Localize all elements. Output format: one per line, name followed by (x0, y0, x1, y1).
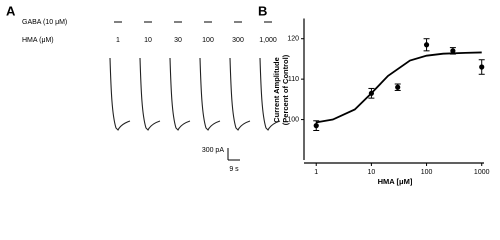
scale-current: 300 pA (202, 147, 225, 154)
scale-time: 9 s (229, 166, 239, 173)
current-trace (259, 57, 281, 131)
data-point (313, 123, 319, 129)
current-trace (169, 57, 191, 131)
current-trace (229, 57, 251, 131)
concentration-label: 1 (116, 37, 120, 44)
hma-label: HMA (μM) (22, 37, 54, 44)
y-tick-label: 120 (287, 36, 299, 43)
concentration-label: 30 (174, 37, 182, 44)
concentration-label: 100 (202, 37, 214, 44)
current-trace (199, 57, 221, 131)
concentration-label: 1,000 (259, 37, 277, 44)
data-point (479, 64, 485, 70)
fit-curve (316, 51, 482, 124)
figure: A GABA (10 μM) HMA (μM) 300 pA 9 s B HMA… (0, 0, 500, 188)
x-axis-label: HMA [μM] (378, 177, 413, 186)
y-tick-label: 110 (288, 76, 299, 83)
x-tick-label: 10 (367, 169, 375, 176)
x-tick-label: 1 (314, 169, 318, 176)
y-axis-label: Current Amplitude (Percent of Control) (272, 54, 290, 125)
y-axis-label-line: (Percent of Control) (281, 54, 290, 125)
panel-label: B (258, 3, 267, 18)
current-trace (109, 57, 131, 131)
panel-label: A (6, 3, 16, 18)
data-point (368, 90, 374, 96)
data-point (423, 42, 430, 48)
current-trace (139, 57, 161, 131)
x-tick-label: 1000 (474, 169, 490, 176)
gaba-label: GABA (10 μM) (22, 19, 67, 26)
data-point (395, 84, 401, 90)
background (0, 0, 500, 188)
data-point (450, 48, 456, 54)
concentration-label: 300 (232, 37, 244, 44)
concentration-label: 10 (144, 37, 152, 44)
y-tick-label: 100 (287, 116, 299, 123)
y-axis-label-line: Current Amplitude (272, 57, 281, 123)
x-tick-label: 100 (421, 169, 433, 176)
